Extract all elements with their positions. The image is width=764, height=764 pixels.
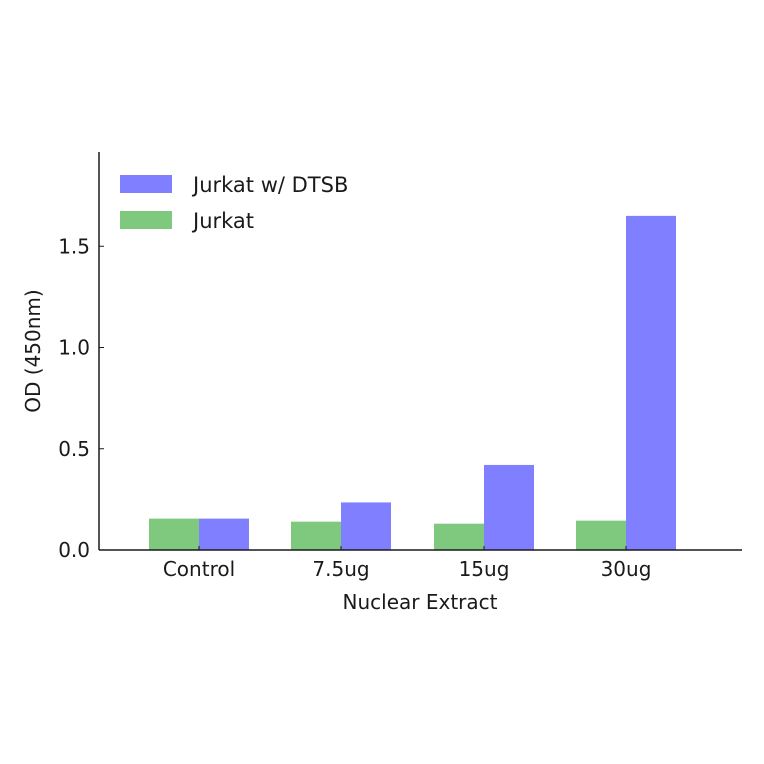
y-axis-ticks: 0.0 0.5 1.0 1.5 [58, 234, 104, 562]
y-axis-label: OD (450nm) [21, 289, 45, 412]
x-tick-label: 15ug [459, 557, 510, 581]
bar-jurkat-w-dtsb-30ug [626, 215, 676, 550]
y-tick-label: 0.5 [58, 437, 90, 461]
bar-jurkat-15ug [434, 523, 484, 550]
bar-jurkat-w-dtsb-control [199, 518, 249, 550]
legend: Jurkat w/ DTSB Jurkat [120, 173, 348, 233]
legend-swatch-jurkat [120, 211, 172, 229]
y-tick-label: 0.0 [58, 538, 90, 562]
y-tick-label: 1.5 [58, 234, 90, 258]
bar-jurkat-control [149, 518, 199, 550]
y-tick-label: 1.0 [58, 336, 90, 360]
legend-label-jurkat-dtsb: Jurkat w/ DTSB [191, 173, 348, 197]
x-tick-label: Control [163, 557, 235, 581]
x-axis-label: Nuclear Extract [343, 590, 498, 614]
bar-jurkat-w-dtsb-15ug [484, 464, 534, 550]
bar-jurkat-30ug [576, 520, 626, 550]
legend-label-jurkat: Jurkat [191, 209, 254, 233]
legend-swatch-jurkat-dtsb [120, 175, 172, 193]
x-tick-label: 30ug [601, 557, 652, 581]
bars-group [149, 215, 676, 550]
bar-jurkat-7-5ug [291, 521, 341, 550]
bar-jurkat-w-dtsb-7-5ug [341, 502, 391, 550]
x-axis-ticks: Control 7.5ug 15ug 30ug [163, 546, 652, 581]
x-tick-label: 7.5ug [312, 557, 369, 581]
